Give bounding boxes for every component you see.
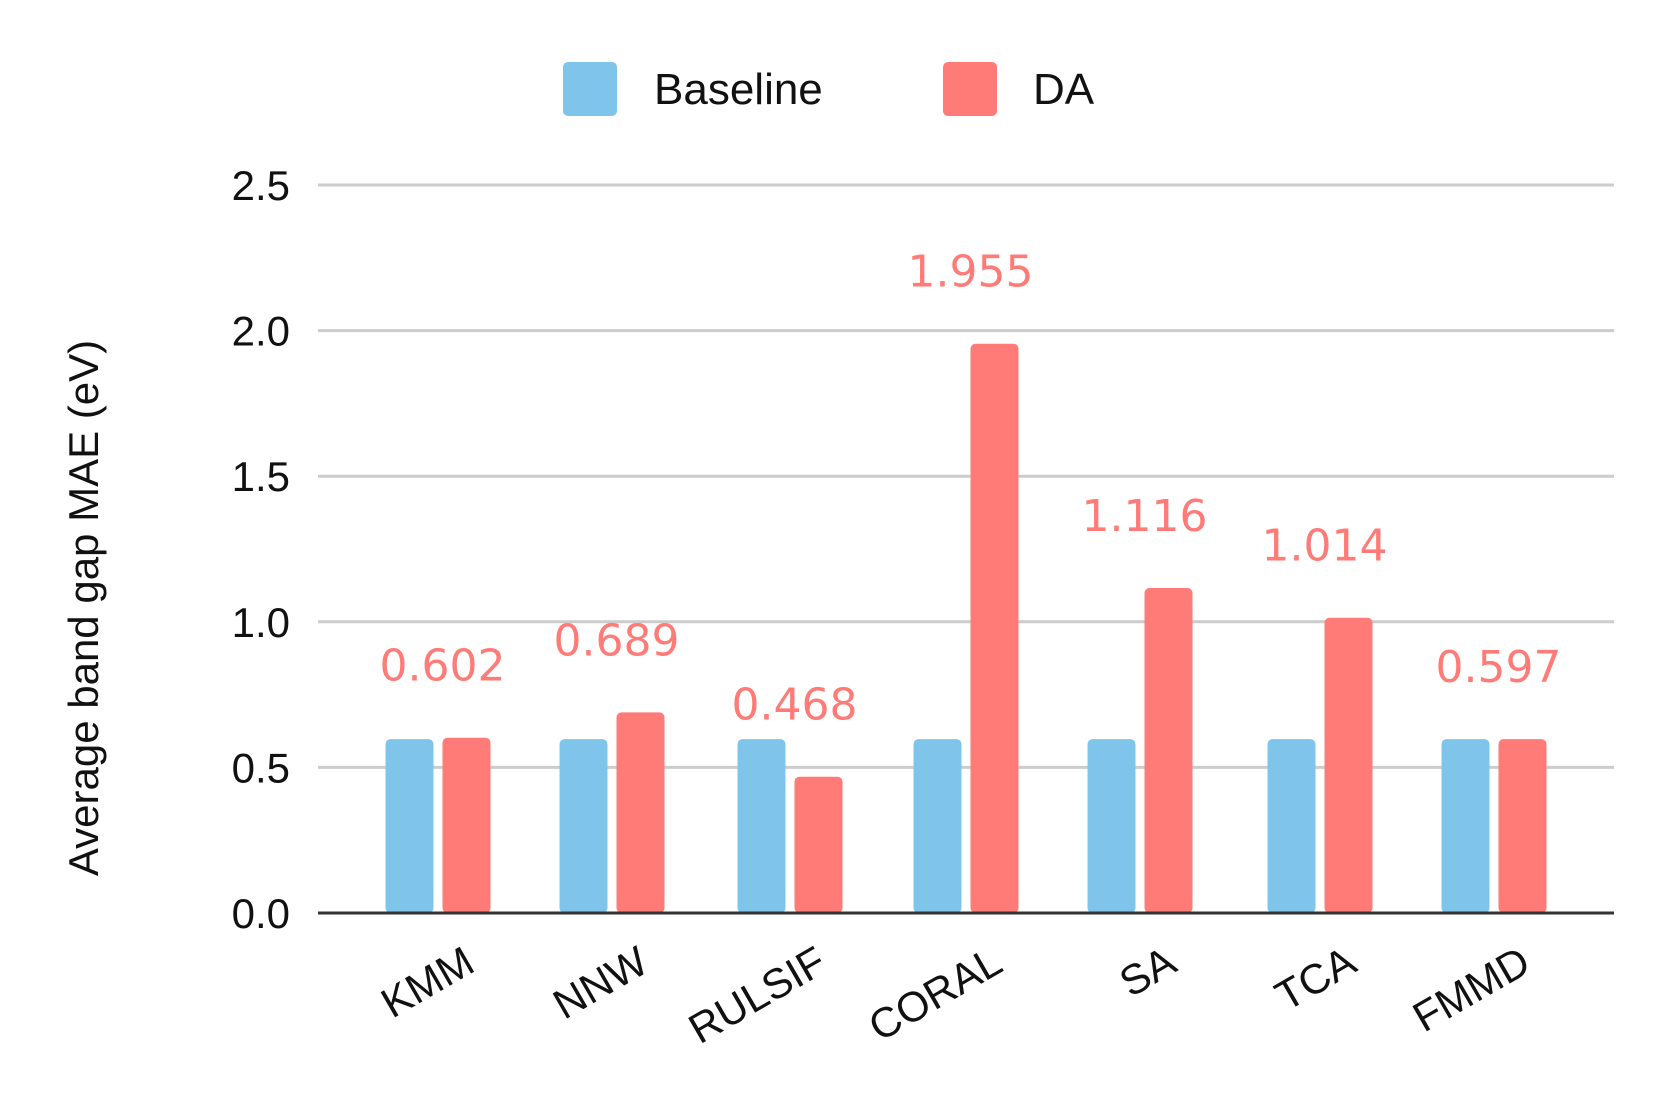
data-label-coral: 1.955 xyxy=(908,247,1034,298)
data-label-sa: 1.116 xyxy=(1082,491,1208,542)
x-tick-label: CORAL xyxy=(861,937,1010,1050)
x-tick-label: KMM xyxy=(373,937,481,1027)
y-tick-label: 0.5 xyxy=(232,744,290,791)
bar-baseline-sa xyxy=(1087,739,1136,913)
bar-da-nnw xyxy=(616,712,665,913)
bar-da-tca xyxy=(1324,617,1373,913)
legend-swatch-baseline xyxy=(563,62,617,116)
x-tick-labels: KMM NNW RULSIF CORAL SA TCA FMMD xyxy=(373,937,1537,1053)
y-tick-label: 2.5 xyxy=(232,162,290,209)
y-tick-label: 1.5 xyxy=(232,453,290,500)
y-tick-label: 2.0 xyxy=(232,308,290,355)
x-tick-label: SA xyxy=(1111,937,1183,1006)
gridlines xyxy=(318,183,1614,769)
y-tick-labels: 0.0 0.5 1.0 1.5 2.0 2.5 xyxy=(232,162,290,937)
bar-da-coral xyxy=(970,343,1019,914)
bar-baseline-kmm xyxy=(385,739,434,913)
bars xyxy=(385,343,1547,914)
legend-swatch-da xyxy=(943,62,997,116)
bar-baseline-coral xyxy=(913,739,962,913)
bar-baseline-nnw xyxy=(559,739,608,913)
y-axis-label: Average band gap MAE (eV) xyxy=(60,340,107,876)
data-label-kmm: 0.602 xyxy=(380,641,506,692)
data-label-tca: 1.014 xyxy=(1262,521,1388,572)
y-tick-label: 0.0 xyxy=(232,890,290,937)
bar-da-fmmd xyxy=(1498,739,1547,913)
x-tick-label: TCA xyxy=(1267,937,1363,1020)
bar-da-sa xyxy=(1144,588,1193,913)
bar-baseline-tca xyxy=(1267,739,1316,913)
data-label-fmmd: 0.597 xyxy=(1436,642,1562,693)
legend: Baseline DA xyxy=(563,62,1095,116)
legend-label-baseline: Baseline xyxy=(654,65,823,114)
bar-da-kmm xyxy=(442,737,491,913)
data-label-nnw: 0.689 xyxy=(554,615,680,666)
bar-da-rulsif xyxy=(794,776,843,913)
legend-label-da: DA xyxy=(1033,65,1095,114)
bar-baseline-rulsif xyxy=(737,739,786,913)
data-label-rulsif: 0.468 xyxy=(732,680,858,731)
data-labels: 0.602 0.689 0.468 1.955 1.116 1.014 0.597 xyxy=(380,247,1562,731)
x-tick-label: RULSIF xyxy=(681,937,834,1052)
x-tick-label: NNW xyxy=(545,937,656,1028)
bar-baseline-fmmd xyxy=(1441,739,1490,913)
y-tick-label: 1.0 xyxy=(232,599,290,646)
x-tick-label: FMMD xyxy=(1405,937,1538,1041)
